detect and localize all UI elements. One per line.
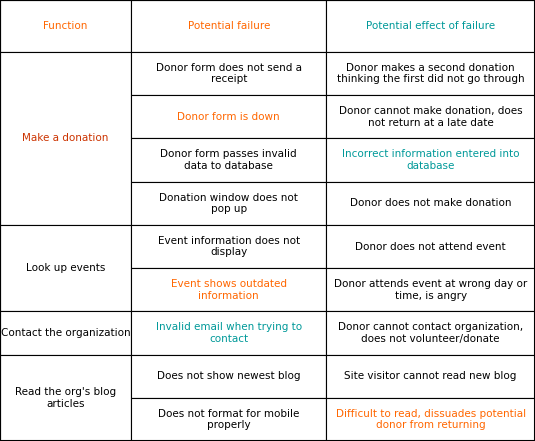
Text: Does not show newest blog: Does not show newest blog — [157, 371, 301, 381]
Text: Donor does not make donation: Donor does not make donation — [350, 198, 511, 208]
Bar — [0, 311, 131, 355]
Bar — [131, 52, 326, 95]
Text: Donation window does not
pop up: Donation window does not pop up — [159, 193, 298, 214]
Bar — [131, 268, 326, 311]
Bar — [131, 138, 326, 182]
Bar — [326, 0, 535, 52]
Bar — [326, 268, 535, 311]
Bar — [131, 355, 326, 398]
Bar — [131, 398, 326, 441]
Bar — [131, 0, 326, 52]
Text: Donor attends event at wrong day or
time, is angry: Donor attends event at wrong day or time… — [334, 279, 528, 300]
Text: Difficult to read, dissuades potential
donor from returning: Difficult to read, dissuades potential d… — [335, 409, 526, 430]
Bar — [0, 52, 131, 225]
Bar — [131, 95, 326, 138]
Text: Make a donation: Make a donation — [22, 134, 109, 143]
Text: Potential effect of failure: Potential effect of failure — [366, 21, 495, 31]
Text: Event information does not
display: Event information does not display — [158, 236, 300, 257]
Text: Function: Function — [43, 21, 88, 31]
Bar — [326, 138, 535, 182]
Bar — [326, 95, 535, 138]
Text: Donor makes a second donation
thinking the first did not go through: Donor makes a second donation thinking t… — [337, 63, 524, 84]
Bar — [326, 182, 535, 225]
Text: Donor form passes invalid
data to database: Donor form passes invalid data to databa… — [160, 149, 297, 171]
Text: Donor form does not send a
receipt: Donor form does not send a receipt — [156, 63, 302, 84]
Bar — [0, 0, 131, 52]
Bar — [326, 355, 535, 398]
Text: Site visitor cannot read new blog: Site visitor cannot read new blog — [345, 371, 517, 381]
Bar — [326, 52, 535, 95]
Bar — [131, 182, 326, 225]
Text: Event shows outdated
information: Event shows outdated information — [171, 279, 287, 300]
Text: Look up events: Look up events — [26, 263, 105, 273]
Bar — [326, 225, 535, 268]
Text: Donor does not attend event: Donor does not attend event — [355, 242, 506, 251]
Bar — [0, 225, 131, 311]
Bar — [131, 225, 326, 268]
Bar — [326, 311, 535, 355]
Bar — [326, 398, 535, 441]
Text: Donor cannot make donation, does
not return at a late date: Donor cannot make donation, does not ret… — [339, 106, 523, 127]
Text: Does not format for mobile
properly: Does not format for mobile properly — [158, 409, 300, 430]
Bar — [0, 355, 131, 441]
Bar — [131, 311, 326, 355]
Text: Contact the organization: Contact the organization — [1, 328, 131, 338]
Text: Donor cannot contact organization,
does not volunteer/donate: Donor cannot contact organization, does … — [338, 322, 523, 344]
Text: Incorrect information entered into
database: Incorrect information entered into datab… — [342, 149, 519, 171]
Text: Potential failure: Potential failure — [188, 21, 270, 31]
Text: Read the org's blog
articles: Read the org's blog articles — [15, 387, 116, 408]
Text: Invalid email when trying to
contact: Invalid email when trying to contact — [156, 322, 302, 344]
Text: Donor form is down: Donor form is down — [178, 112, 280, 122]
